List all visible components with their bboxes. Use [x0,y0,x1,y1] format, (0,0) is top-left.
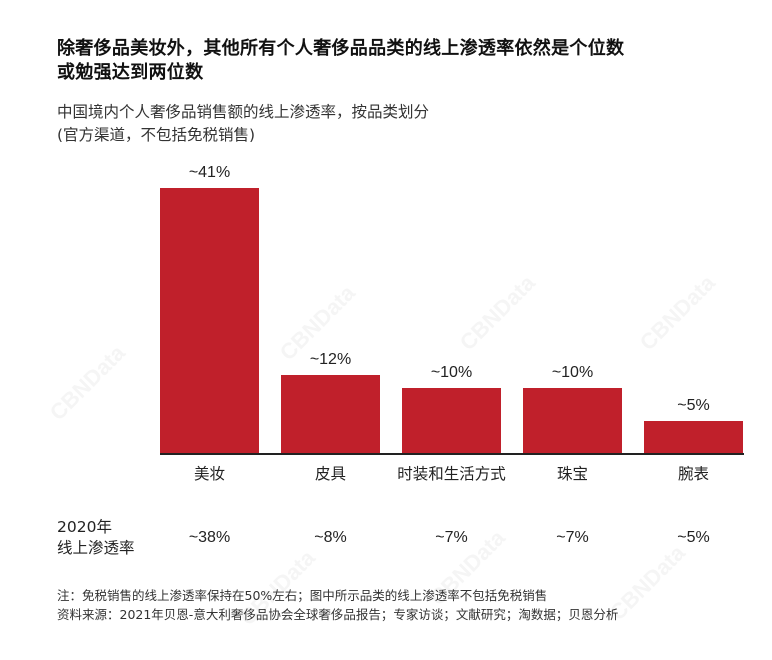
bar-value-label: ~41% [188,164,231,181]
category-label: 珠宝 [556,465,588,483]
bar-value-label: ~10% [430,364,473,381]
x-axis-baseline [160,453,744,455]
bar [523,388,622,453]
chart-subtitle: 中国境内个人奢侈品销售额的线上渗透率，按品类划分 (官方渠道，不包括免税销售) [57,101,737,147]
chart-title: 除奢侈品美妆外，其他所有个人奢侈品品类的线上渗透率依然是个位数 或勉强达到两位数 [57,37,737,85]
chart-title-line1: 除奢侈品美妆外，其他所有个人奢侈品品类的线上渗透率依然是个位数 [57,38,625,59]
value-2020: ~5% [677,529,710,546]
value-2020: ~7% [556,529,589,546]
footnote-note: 注：免税销售的线上渗透率保持在50%左右；图中所示品类的线上渗透率不包括免税销售 [57,588,548,603]
bar-value-label: ~12% [309,351,352,368]
value-2020: ~7% [435,529,468,546]
value-2020: ~8% [314,529,347,546]
row-2020-label-line2: 线上渗透率 [57,539,135,557]
category-label: 美妆 [193,465,225,483]
category-label: 腕表 [677,465,709,483]
bar-value-label: ~10% [551,364,594,381]
chart-title-line2: 或勉强达到两位数 [57,62,204,83]
bar [644,421,743,453]
value-2020: ~38% [188,529,231,546]
bar [160,188,259,453]
row-2020-label: 2020年 线上渗透率 [57,517,135,559]
bar-value-label: ~5% [677,397,710,414]
bar [281,375,380,453]
footnotes: 注：免税销售的线上渗透率保持在50%左右；图中所示品类的线上渗透率不包括免税销售… [57,586,618,624]
footnote-source: 资料来源：2021年贝恩-意大利奢侈品协会全球奢侈品报告；专家访谈；文献研究；淘… [57,607,619,622]
category-label: 皮具 [314,465,346,483]
row-2020-label-line1: 2020年 [57,518,112,536]
chart-subtitle-line1: 中国境内个人奢侈品销售额的线上渗透率，按品类划分 [57,103,430,121]
category-label: 时装和生活方式 [397,465,506,483]
chart-subtitle-line2: (官方渠道，不包括免税销售) [57,126,256,144]
bar [402,388,501,453]
